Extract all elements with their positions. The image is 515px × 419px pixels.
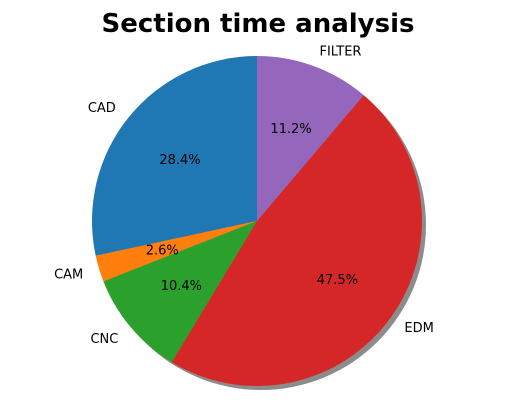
slice-label-edm: EDM [404, 321, 433, 336]
pie-label-layer: CAD 28.4% CAM 2.6% CNC 10.4% EDM 47.5% FILTER 11.… [54, 45, 434, 348]
slice-label-cnc: CNC [90, 332, 118, 347]
pie-slice-cad [91, 56, 257, 256]
pct-label-filter: 11.2% [270, 122, 311, 137]
pct-label-cad: 28.4% [159, 153, 200, 168]
slice-label-cam: CAM [54, 267, 83, 282]
pie-slice-layer [91, 56, 422, 387]
pct-label-cnc: 10.4% [161, 279, 202, 294]
pct-label-cam: 2.6% [146, 244, 179, 259]
pie-slice-edm [171, 95, 422, 387]
chart-title: Section time analysis [102, 9, 415, 39]
pie-slice-filter [257, 56, 364, 221]
pie-slice-cnc [103, 221, 257, 363]
slice-label-cad: CAD [88, 101, 116, 116]
pct-label-edm: 47.5% [317, 273, 358, 288]
pie-slice-cam [95, 221, 257, 282]
slice-label-filter: FILTER [319, 45, 361, 60]
